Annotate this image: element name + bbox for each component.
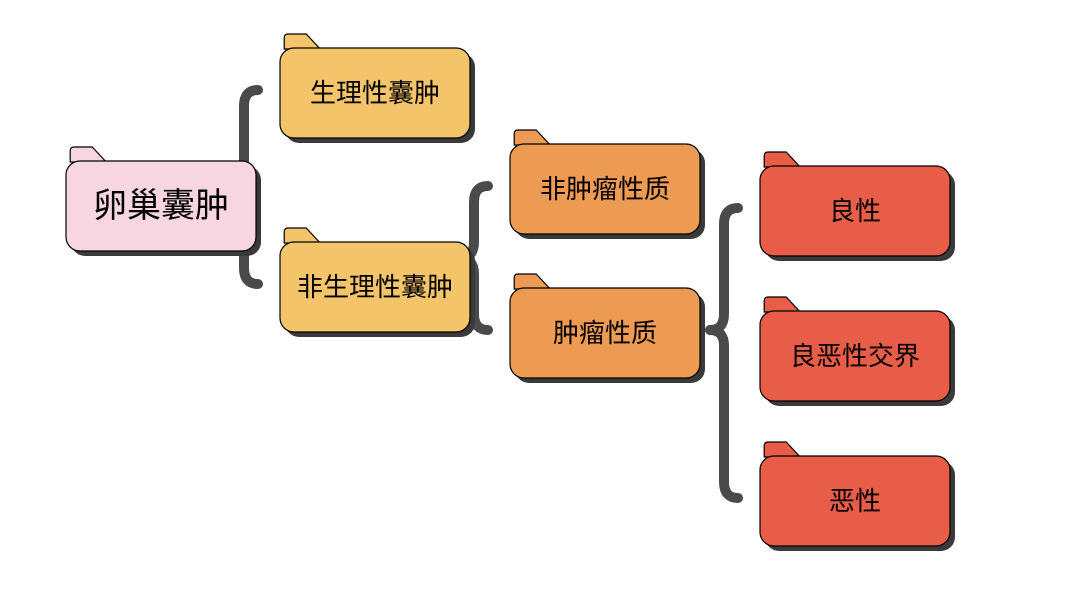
node-l2b: 肿瘤性质: [510, 274, 705, 383]
node-label: 肿瘤性质: [553, 318, 657, 348]
node-l3b: 良恶性交界: [760, 297, 955, 406]
node-label: 恶性: [829, 486, 881, 516]
diagram-canvas: 卵巢囊肿 生理性囊肿非生理性囊肿 非肿瘤性质肿瘤性质 良性良恶性交界恶性: [0, 0, 1080, 608]
node-l3c: 恶性: [760, 442, 955, 551]
node-label: 卵巢囊肿: [93, 187, 229, 225]
node-root: 卵巢囊肿: [66, 147, 261, 256]
node-tab: [514, 274, 550, 289]
node-l3a: 良性: [760, 152, 955, 261]
node-label: 良恶性交界: [790, 341, 920, 371]
node-label: 非生理性囊肿: [297, 272, 453, 302]
node-tab: [284, 34, 320, 49]
node-label: 良性: [829, 196, 881, 226]
node-l2a: 非肿瘤性质: [510, 130, 705, 239]
node-tab: [764, 297, 800, 312]
node-tab: [70, 147, 106, 162]
node-tab: [764, 442, 800, 457]
node-tab: [284, 228, 320, 243]
node-tab: [514, 130, 550, 145]
node-label: 非肿瘤性质: [540, 174, 670, 204]
node-label: 生理性囊肿: [310, 78, 440, 108]
node-tab: [764, 152, 800, 167]
node-l1a: 生理性囊肿: [280, 34, 475, 143]
node-l1b: 非生理性囊肿: [280, 228, 475, 337]
brace-connector: [710, 208, 738, 498]
